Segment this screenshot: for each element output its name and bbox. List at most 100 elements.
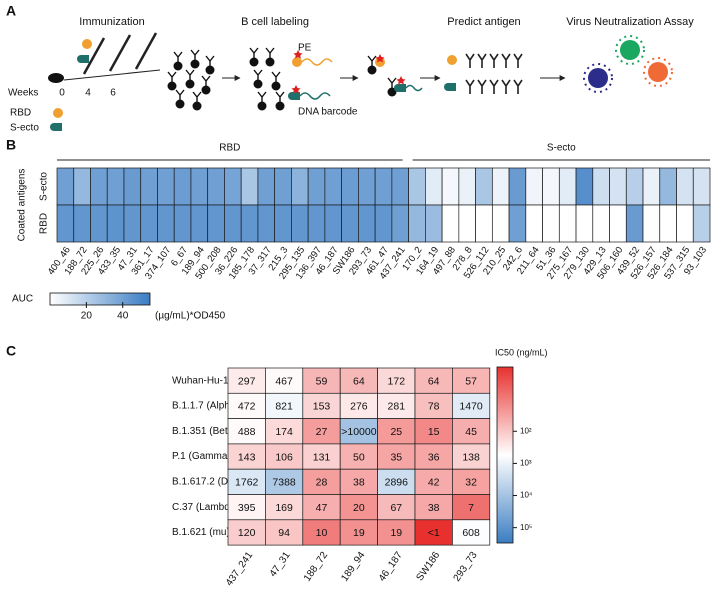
cell-value: 38 [353, 477, 365, 489]
heatmap-cell [157, 167, 175, 206]
cell-value: 64 [353, 375, 365, 387]
cell-value: >10000 [341, 426, 376, 438]
heatmap-cell [508, 167, 527, 206]
heatmap-cell [302, 494, 341, 521]
cell-value: 57 [465, 375, 477, 387]
heatmap-cell [302, 392, 341, 419]
heatmap-cell [377, 418, 416, 445]
labeling-icon [248, 47, 333, 112]
heatmap-cell [257, 167, 276, 206]
heatmap-cell [265, 392, 304, 419]
heatmap-cell [341, 204, 359, 243]
cell-value: 25 [390, 426, 402, 438]
cell-value: 821 [275, 401, 293, 413]
heatmap-cell [408, 167, 426, 206]
weeks-label: Weeks [8, 88, 38, 99]
heatmap-cell [265, 367, 304, 394]
row-label: Wuhan-Hu-1 [172, 375, 229, 386]
heatmap-cell [227, 494, 266, 521]
heatmap-cell [452, 468, 491, 495]
cell-value: 50 [353, 451, 365, 463]
cell-value: 67 [390, 502, 402, 514]
predict-icon [444, 53, 523, 95]
heatmap-cell [575, 167, 594, 206]
colorbar-unit: (µg/mL)*OD450 [155, 311, 226, 322]
heatmap-cell [265, 418, 304, 445]
heatmap-cell [625, 167, 644, 206]
colorbar [496, 366, 514, 544]
antigen-label: S-ecto [10, 123, 39, 134]
cell-value: 281 [388, 401, 406, 413]
cell-value: 169 [275, 502, 293, 514]
cell-value: 94 [278, 527, 290, 539]
cell-value: 19 [353, 527, 365, 539]
cell-value: 38 [428, 502, 440, 514]
heatmap-cell [374, 204, 393, 243]
cell-value: 106 [275, 451, 293, 463]
heatmap-cell [542, 204, 560, 243]
column-label: 437_241 [224, 550, 256, 589]
heatmap-cell [339, 443, 378, 470]
column-label: 188_72 [302, 550, 330, 584]
cell-value: 143 [238, 451, 256, 463]
cell-value: 7 [468, 502, 474, 514]
column-label: 46_187 [377, 550, 405, 584]
heatmap-cell [291, 204, 309, 243]
heatmap-cell [377, 468, 416, 495]
cell-value: 608 [462, 527, 480, 539]
heatmap-cell [491, 167, 510, 206]
panel-label: B [6, 137, 16, 153]
heatmap-cell [302, 468, 341, 495]
cell-value: 172 [388, 375, 406, 387]
cell-value: 297 [238, 375, 256, 387]
heatmap-cell [123, 167, 142, 206]
heatmap-cell [475, 167, 493, 206]
heatmap-cell [377, 392, 416, 419]
heatmap-cell [374, 167, 393, 206]
heatmap-cell [592, 204, 610, 243]
colorbar-tick-label: 10³ [520, 459, 532, 468]
cell-value: 28 [316, 477, 328, 489]
cell-value: 78 [428, 401, 440, 413]
heatmap-cell [414, 367, 453, 394]
colorbar-tick-label: 10² [520, 426, 532, 435]
heatmap-cell [358, 204, 376, 243]
heatmap-cell [391, 204, 409, 243]
heatmap-cell [224, 204, 242, 243]
heatmap-cell [377, 443, 416, 470]
secto-icon [50, 123, 62, 131]
cell-value: 2896 [385, 477, 409, 489]
heatmap-cell [642, 167, 661, 206]
week: 0 [59, 88, 65, 99]
heatmap-cell [240, 167, 259, 206]
group-label: S-ecto [547, 143, 576, 154]
heatmap-cell [190, 167, 209, 206]
heatmap-cell [414, 443, 453, 470]
cell-value: 36 [428, 451, 440, 463]
heatmap-cell [414, 418, 453, 445]
row-label: B.1.617.2 (Delta) [172, 476, 248, 487]
heatmap-cell [391, 167, 409, 206]
heatmap-cell [339, 418, 378, 445]
heatmap-cell [106, 167, 125, 206]
heatmap-cell [339, 367, 378, 394]
heatmap-cell [542, 167, 560, 206]
colorbar-title: AUC [12, 294, 33, 305]
bcell-cluster [166, 49, 216, 112]
colorbar-tick-label: 40 [117, 311, 129, 322]
heatmap-cell [291, 167, 309, 206]
cell-value: 395 [238, 502, 256, 514]
colorbar [49, 292, 151, 306]
cell-value: 15 [428, 426, 440, 438]
heatmap-cell [458, 204, 476, 243]
heatmap-cell [140, 167, 158, 206]
week: 6 [110, 88, 116, 99]
group-label: RBD [219, 143, 240, 154]
heatmap-cell [452, 418, 491, 445]
heatmap-cell [224, 167, 242, 206]
cell-value: 467 [275, 375, 293, 387]
heatmap-cell [56, 204, 75, 243]
heatmap-cell [575, 204, 594, 243]
heatmap-cell [377, 519, 416, 546]
heatmap-cell [157, 204, 175, 243]
